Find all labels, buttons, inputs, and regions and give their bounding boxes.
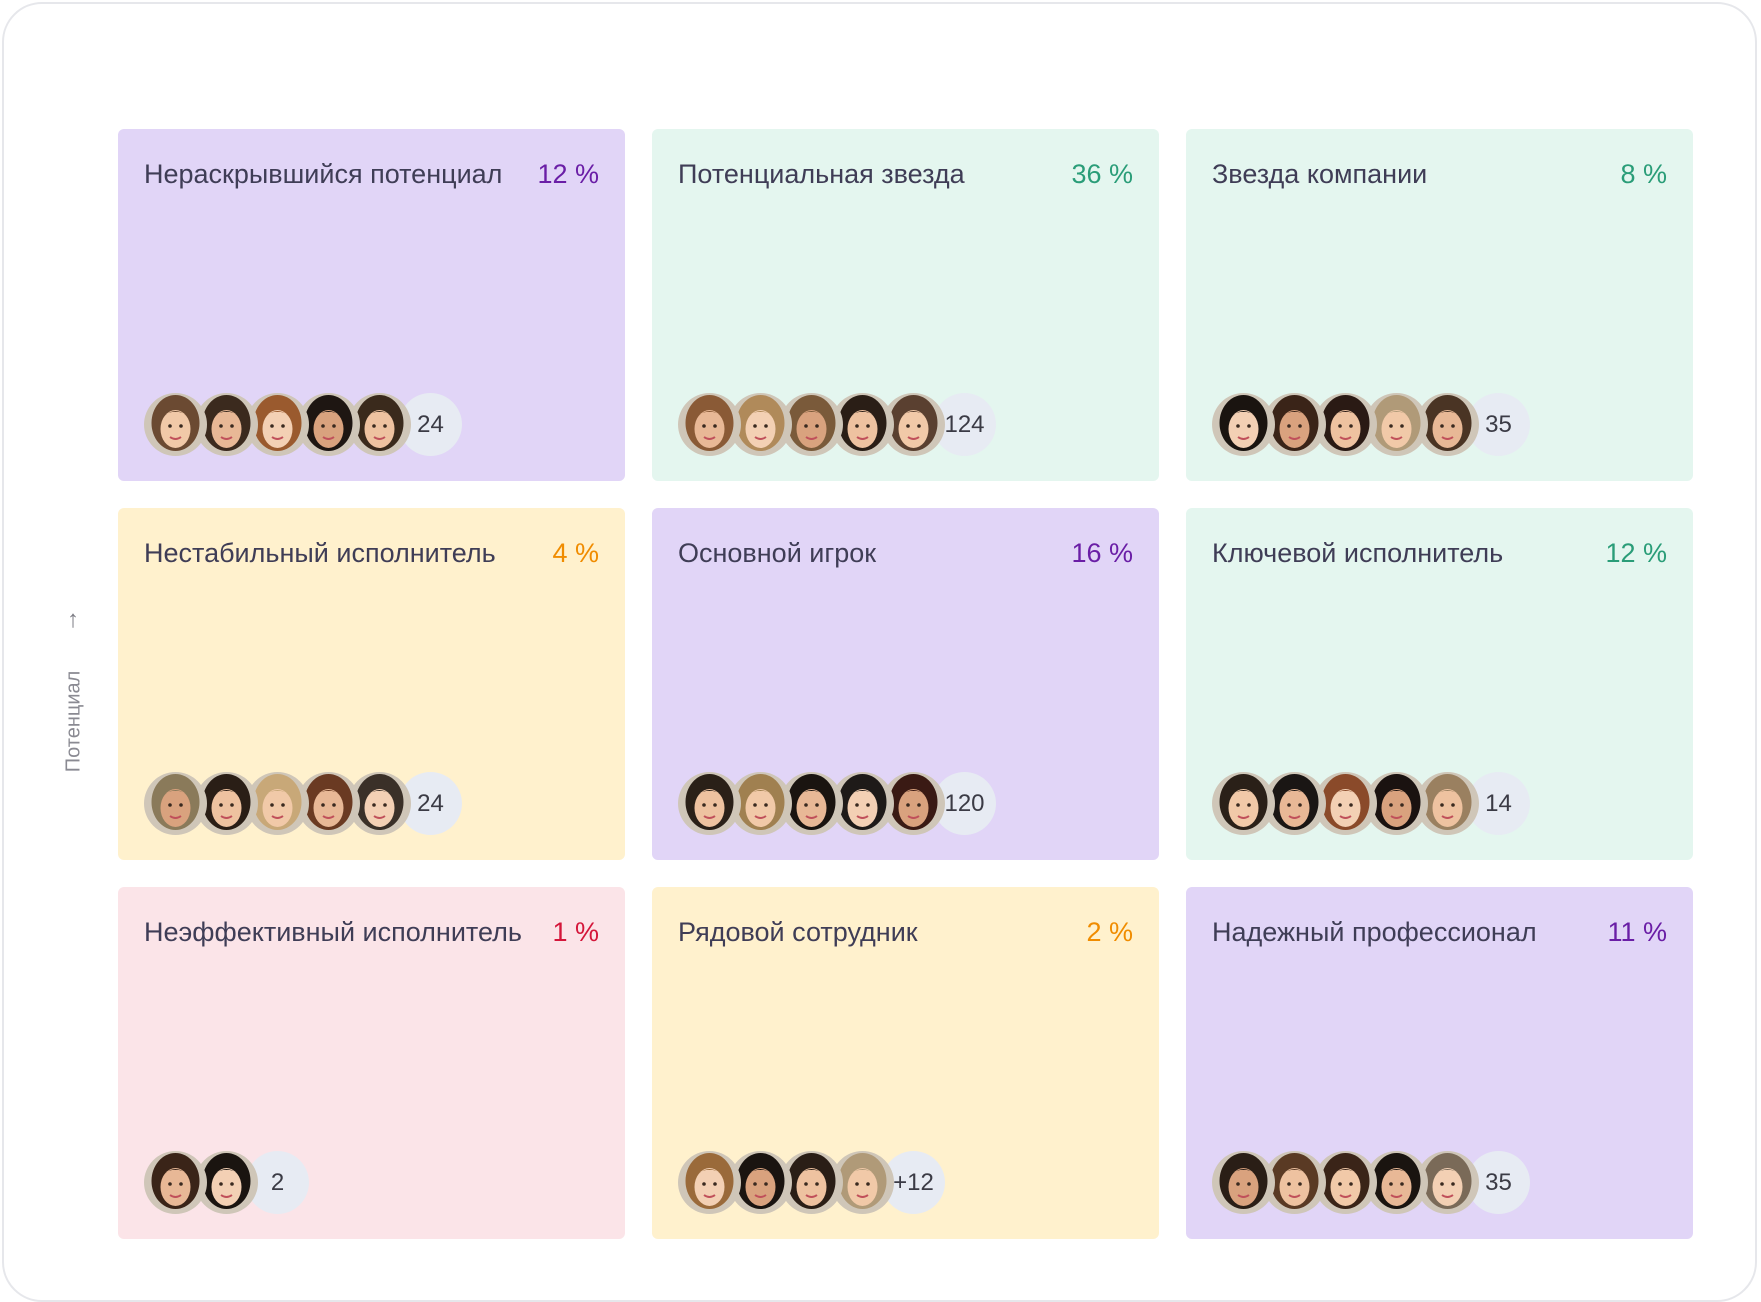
avatar[interactable] xyxy=(729,1151,792,1214)
cell-title: Нераскрывшийся потенциал xyxy=(144,159,503,189)
matrix-cell[interactable]: Ключевой исполнитель 12 % 14 xyxy=(1186,508,1693,860)
matrix-cell[interactable]: Нестабильный исполнитель 4 % 24 xyxy=(118,508,625,860)
cell-title: Надежный профессионал xyxy=(1212,917,1537,947)
matrix-cell[interactable]: Неэффективный исполнитель 1 % 2 xyxy=(118,887,625,1239)
avatar-group[interactable]: 24 xyxy=(144,772,462,835)
avatar-group[interactable]: 35 xyxy=(1212,1151,1530,1214)
avatar-group[interactable]: +12 xyxy=(678,1151,945,1214)
more-count-badge[interactable]: 124 xyxy=(933,393,996,456)
arrow-up-icon: ↑ xyxy=(67,606,79,633)
potential-axis: ↑ Потенциал xyxy=(58,600,88,780)
avatar[interactable] xyxy=(1263,772,1326,835)
talent-matrix-grid: Нераскрывшийся потенциал 12 % 24 Потенциаль… xyxy=(118,129,1693,1239)
avatar[interactable] xyxy=(297,393,360,456)
avatar[interactable] xyxy=(729,772,792,835)
cell-title: Потенциальная звезда xyxy=(678,159,965,189)
avatar-group[interactable]: 124 xyxy=(678,393,996,456)
avatar[interactable] xyxy=(195,772,258,835)
avatar[interactable] xyxy=(144,393,207,456)
avatar[interactable] xyxy=(678,772,741,835)
cell-title: Рядовой сотрудник xyxy=(678,917,918,947)
avatar[interactable] xyxy=(729,393,792,456)
matrix-cell[interactable]: Потенциальная звезда 36 % 124 xyxy=(652,129,1159,481)
avatar[interactable] xyxy=(348,772,411,835)
avatar[interactable] xyxy=(144,772,207,835)
cell-percent: 11 % xyxy=(1607,917,1667,947)
avatar[interactable] xyxy=(882,393,945,456)
cell-percent: 12 % xyxy=(537,159,599,189)
avatar[interactable] xyxy=(678,1151,741,1214)
avatar-group[interactable]: 120 xyxy=(678,772,996,835)
avatar[interactable] xyxy=(1416,1151,1479,1214)
cell-percent: 4 % xyxy=(552,538,599,568)
avatar[interactable] xyxy=(246,393,309,456)
matrix-cell[interactable]: Нераскрывшийся потенциал 12 % 24 xyxy=(118,129,625,481)
cell-percent: 36 % xyxy=(1071,159,1133,189)
avatar[interactable] xyxy=(1212,772,1275,835)
avatar[interactable] xyxy=(348,393,411,456)
avatar[interactable] xyxy=(831,393,894,456)
cell-title: Нестабильный исполнитель xyxy=(144,538,496,568)
avatar[interactable] xyxy=(144,1151,207,1214)
avatar-group[interactable]: 14 xyxy=(1212,772,1530,835)
avatar[interactable] xyxy=(678,393,741,456)
cell-percent: 12 % xyxy=(1605,538,1667,568)
matrix-cell[interactable]: Надежный профессионал 11 % 35 xyxy=(1186,887,1693,1239)
cell-title: Звезда компании xyxy=(1212,159,1428,189)
cell-percent: 2 % xyxy=(1086,917,1133,947)
avatar-group[interactable]: 35 xyxy=(1212,393,1530,456)
matrix-cell[interactable]: Рядовой сотрудник 2 % +12 xyxy=(652,887,1159,1239)
avatar[interactable] xyxy=(1416,772,1479,835)
cell-title: Основной игрок xyxy=(678,538,877,568)
axis-label: Потенциал xyxy=(62,670,85,773)
cell-title: Неэффективный исполнитель xyxy=(144,917,522,947)
avatar-group[interactable]: 2 xyxy=(144,1151,309,1214)
cell-percent: 1 % xyxy=(552,917,599,947)
matrix-cell[interactable]: Основной игрок 16 % 120 xyxy=(652,508,1159,860)
cell-title: Ключевой исполнитель xyxy=(1212,538,1504,568)
avatar[interactable] xyxy=(1212,393,1275,456)
avatar[interactable] xyxy=(1212,1151,1275,1214)
matrix-cell[interactable]: Звезда компании 8 % 35 xyxy=(1186,129,1693,481)
cell-percent: 8 % xyxy=(1620,159,1667,189)
avatar-group[interactable]: 24 xyxy=(144,393,462,456)
cell-percent: 16 % xyxy=(1071,538,1133,568)
more-count-badge[interactable]: +12 xyxy=(882,1151,945,1214)
